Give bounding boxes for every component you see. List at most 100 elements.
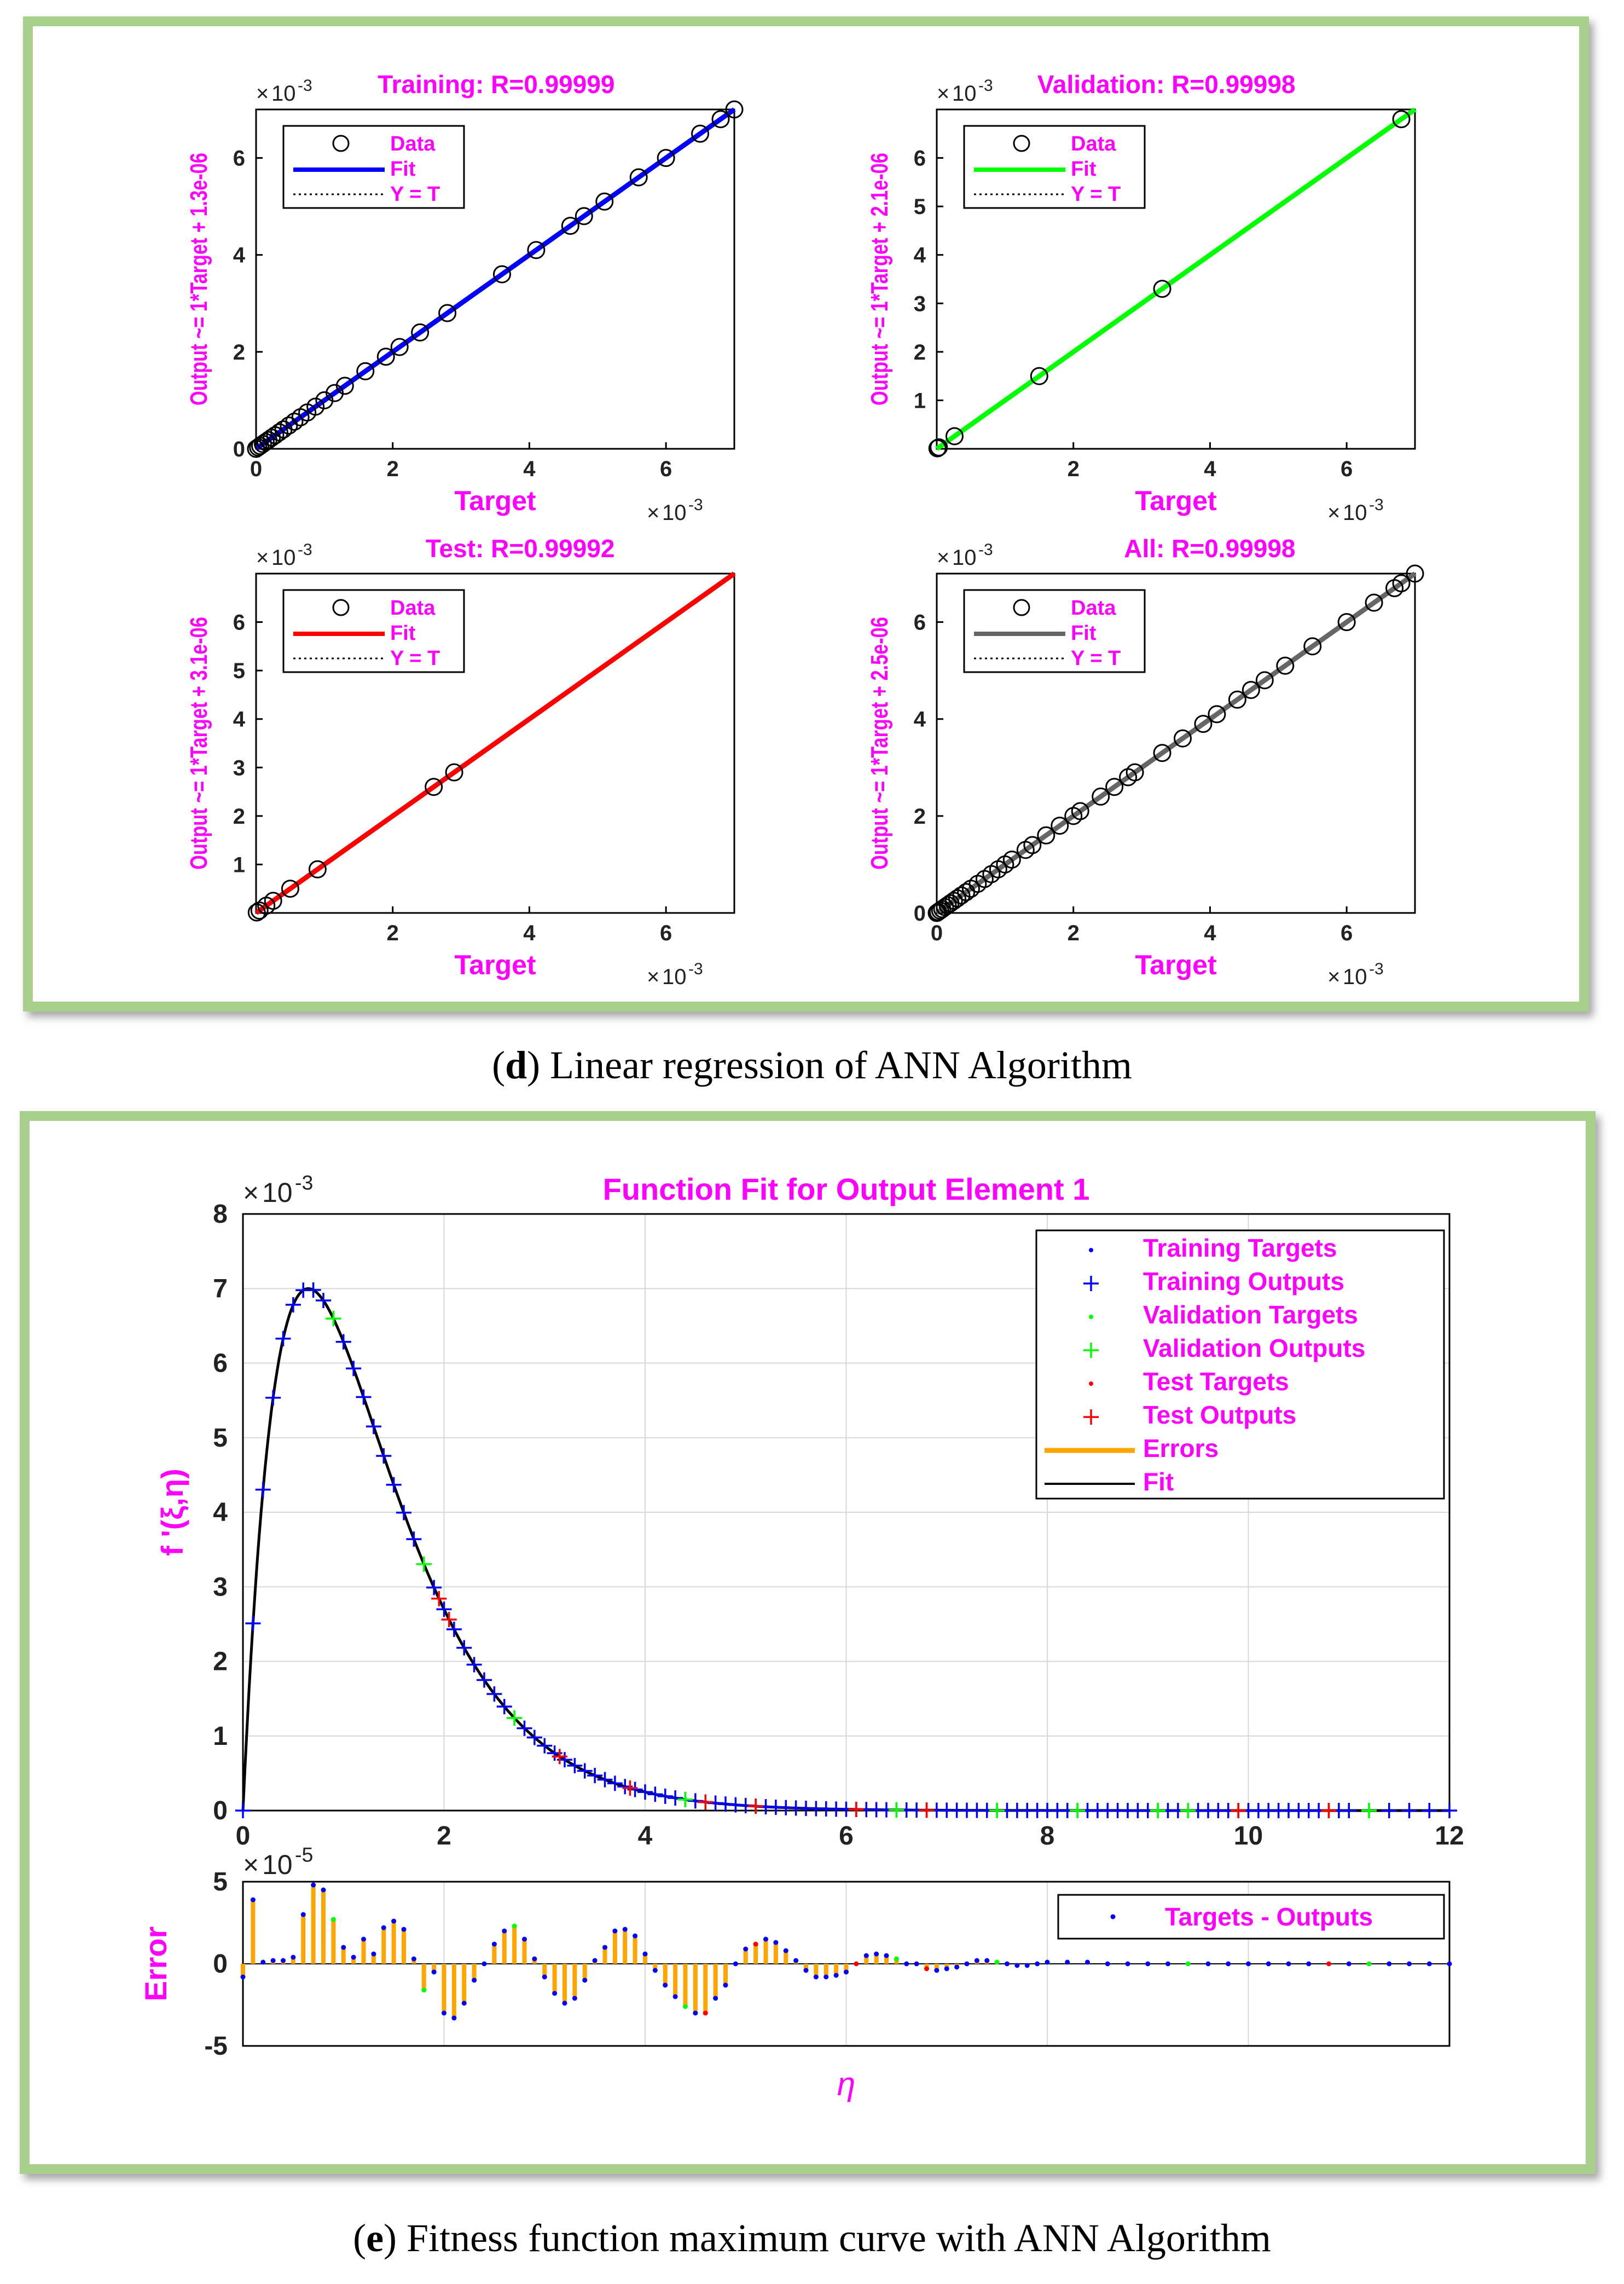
data-point [308,860,327,878]
y-tick-label: 4 [233,708,246,732]
error-point [270,1958,276,1963]
data-point [1173,729,1192,748]
error-point [311,1882,316,1888]
data-point [411,323,430,342]
main-legend-label: Validation Outputs [1143,1334,1365,1362]
error-point [281,1958,286,1963]
output-marker [537,1738,553,1754]
x-tick-label: 4 [1204,921,1216,945]
y-tick-label: 4 [213,1498,228,1527]
error-point [431,1969,437,1975]
error-point [1165,1961,1170,1967]
error-point [522,1936,527,1942]
y-tick-label: 2 [233,805,245,829]
y-exponent-prefix: × [256,546,269,570]
caption-e-letter: e [366,2216,384,2260]
validation-output-marker [507,1710,523,1726]
data-point [1092,787,1110,806]
error-point [844,1969,849,1975]
error-point [421,1987,427,1993]
legend-target-marker [1089,1315,1093,1319]
error-point [461,2000,467,2006]
error-point [894,1956,899,1962]
x-axis-label: Target [1135,950,1216,980]
test-output-marker [698,1794,714,1810]
error-point [914,1961,919,1967]
main-title: Function Fit for Output Element 1 [603,1172,1090,1206]
x-exponent: × 10 -3 [1327,960,1384,989]
data-point [376,348,395,366]
error-point [532,1956,537,1962]
data-point [438,304,457,322]
error-point [1226,1961,1231,1967]
error-point [411,1956,416,1962]
error-point [472,1977,477,1983]
main-legend-label: Test Outputs [1143,1401,1296,1429]
legend-label: Y = T [1071,647,1121,670]
x-exponent-base: 10 [1343,965,1367,989]
error-point [633,1933,638,1939]
validation-output-marker [677,1791,693,1807]
legend-label: Data [1071,597,1116,620]
error-point [442,2010,446,2016]
legend-target-marker [1089,1381,1093,1386]
legend-data-marker [332,599,350,616]
x-tick-label: 0 [250,457,262,481]
y-tick-label: 4 [233,244,246,268]
error-point [924,1966,929,1971]
y-exponent: × 10 -3 [256,77,312,106]
data-point [1242,681,1260,699]
data-point [1276,656,1295,675]
error-point [652,1968,658,1973]
error-point [813,1974,819,1980]
error-point [1246,1961,1251,1967]
validation-output-marker [1150,1802,1166,1818]
y-exponent-power: -3 [298,541,312,559]
error-point [582,1977,588,1983]
y-axis-label: Output ~= 1*Target + 1.3e-06 [185,153,212,406]
data-point [938,896,957,915]
y-exponent-power: -3 [298,77,312,95]
error-point [502,1928,507,1934]
y-exponent: × 10 -3 [256,541,312,570]
x-tick-label: 2 [1068,457,1080,481]
y-tick-label: 6 [213,1349,228,1378]
y-tick-label: 1 [213,1722,228,1751]
test-output-marker [1321,1802,1337,1818]
x-tick-label: 2 [387,921,399,945]
data-point [356,362,375,380]
error-point [733,1961,738,1967]
data-point [335,377,354,395]
output-marker [668,1790,683,1806]
x-exponent-power: -3 [688,960,703,978]
y-exponent-power: -3 [978,541,993,559]
y-axis-label: Output ~= 1*Target + 3.1e-06 [185,617,212,870]
error-point [1426,1961,1432,1967]
x-exponent-prefix: × [647,501,659,525]
output-marker [517,1720,532,1736]
y-axis-label: Output ~= 1*Target + 2.1e-06 [866,153,893,406]
error-point [703,2010,708,2016]
error-point [451,2015,457,2021]
x-exponent-base: 10 [1343,501,1367,525]
validation-output-marker [989,1802,1005,1818]
data-point [247,903,266,922]
x-tick-label: 6 [660,921,672,945]
x-tick-label: 4 [1204,457,1216,481]
regression-plot-2: Validation: R=0.99998× 10 -3× 10 -32 4 6123456… [866,70,1417,525]
fit-line [935,107,1417,451]
x-axis-label: η [837,2066,855,2102]
y-tick-label: 2 [914,805,926,829]
error-point [1205,1961,1211,1967]
y-exponent-base: 10 [271,82,296,106]
output-marker [346,1361,362,1377]
output-marker [285,1297,301,1312]
error-point [1065,1959,1070,1965]
caption-d: (d) Linear regression of ANN Algorithm [492,1043,1132,1087]
legend-label: Y = T [390,647,440,670]
regression-plot-4: All: R=0.99998× 10 -3× 10 -30 2 4 60246TargetOu… [866,534,1424,989]
y-tick-label: 6 [233,611,245,635]
error-point [401,1927,407,1932]
error-point [693,2010,698,2016]
